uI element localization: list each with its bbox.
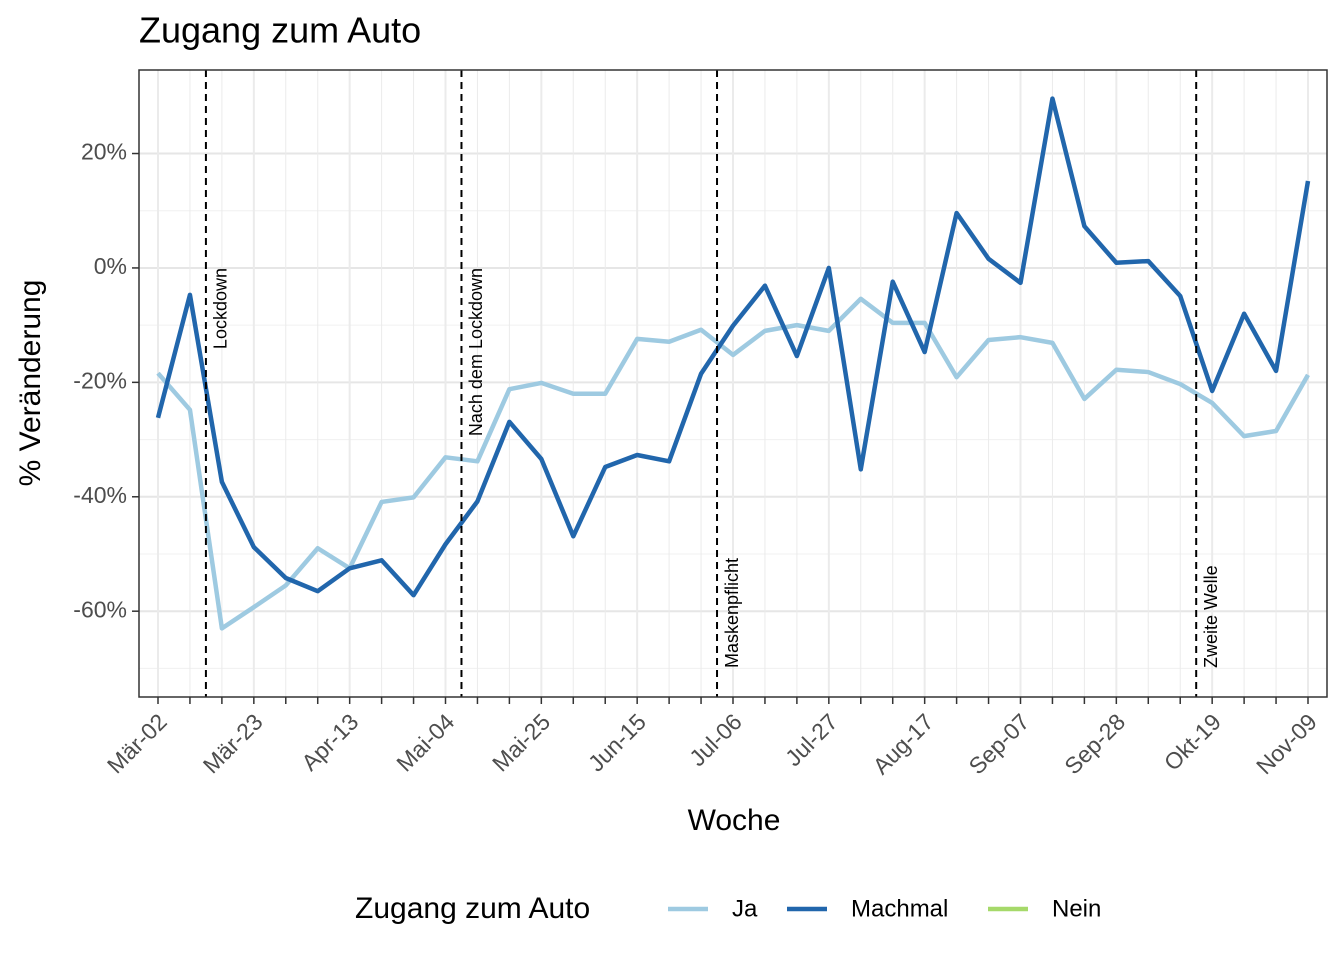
y-tick-label: -20%	[73, 367, 127, 393]
y-tick-label: -40%	[73, 482, 127, 508]
panel-border	[138, 69, 1328, 698]
legend-label: Nein	[1052, 895, 1101, 922]
annotation-label: Maskenpflicht	[722, 558, 742, 668]
legend-label: Machmal	[851, 895, 948, 922]
annotation-label: Lockdown	[211, 268, 231, 349]
x-axis-title: Woche	[688, 804, 781, 837]
y-tick-label: -60%	[73, 596, 127, 622]
annotation-label: Nach dem Lockdown	[466, 268, 486, 436]
chart-title: Zugang zum Auto	[139, 10, 421, 51]
legend-label: Ja	[732, 895, 758, 922]
series-line	[155, 96, 1311, 598]
y-tick-label: 0%	[94, 253, 127, 279]
y-axis-title: % Veränderung	[14, 280, 47, 487]
y-tick-label: 20%	[81, 139, 127, 165]
annotation-label: Zweite Welle	[1201, 565, 1221, 668]
legend-title: Zugang zum Auto	[355, 892, 590, 925]
